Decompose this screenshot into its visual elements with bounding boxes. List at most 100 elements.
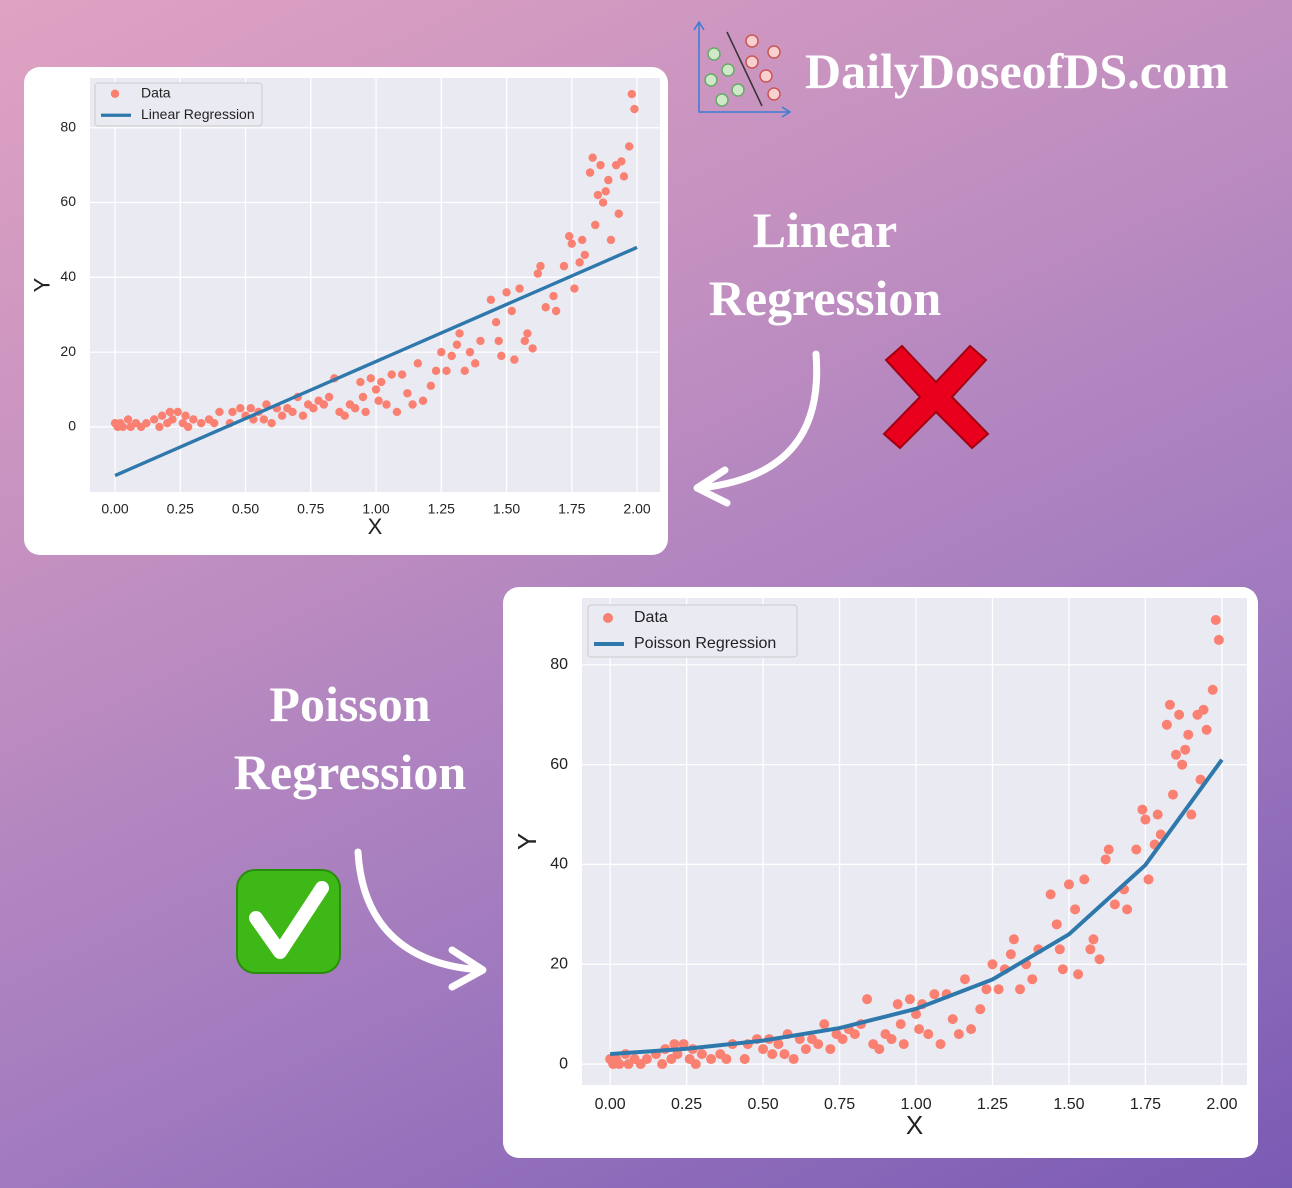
check-icon xyxy=(236,869,341,974)
data-point xyxy=(625,142,634,151)
data-point xyxy=(914,1024,925,1035)
data-point xyxy=(413,359,423,368)
data-point xyxy=(1057,964,1068,975)
x-tick-label: 2.00 xyxy=(623,501,650,517)
data-point xyxy=(1183,729,1194,740)
data-point xyxy=(476,336,485,346)
data-point xyxy=(898,1039,909,1050)
data-point xyxy=(706,1054,717,1065)
data-point xyxy=(1085,944,1096,955)
x-tick-label: 0.25 xyxy=(671,1096,702,1113)
data-point xyxy=(358,392,368,402)
data-point xyxy=(1045,889,1056,900)
y-tick-label: 80 xyxy=(550,656,568,673)
data-point xyxy=(627,89,637,99)
data-point xyxy=(641,1054,652,1065)
data-point xyxy=(1027,974,1038,985)
data-point xyxy=(1152,809,1163,820)
data-point xyxy=(1015,984,1026,995)
data-point xyxy=(935,1039,946,1050)
arrow xyxy=(354,848,487,991)
caption: Poisson Regression xyxy=(233,676,467,800)
data-point xyxy=(1137,804,1148,815)
data-point xyxy=(497,351,506,361)
data-point xyxy=(911,1009,922,1020)
data-point xyxy=(1155,829,1166,840)
data-point xyxy=(142,418,151,428)
data-point xyxy=(366,374,376,383)
data-point xyxy=(442,366,451,376)
data-point xyxy=(578,235,587,245)
data-point xyxy=(1088,934,1099,945)
x-tick-label: 0.00 xyxy=(101,501,128,517)
plot: 0.00 0.25 0.50 0.75 1.00 1.25 1.50 1.75 2.00 0 20 4… xyxy=(30,78,660,539)
data-point xyxy=(619,172,629,181)
data-point xyxy=(1186,809,1197,820)
data-point xyxy=(993,984,1004,995)
data-point xyxy=(277,411,287,420)
data-point xyxy=(502,288,511,297)
data-point xyxy=(377,377,386,387)
plot: 0.00 0.25 0.50 0.75 1.00 1.25 1.50 1.75 2.00 0 20 4… xyxy=(512,598,1247,1140)
data-point xyxy=(606,235,616,245)
data-point xyxy=(614,1059,625,1070)
data-point xyxy=(155,422,164,432)
data-point xyxy=(690,1059,701,1070)
data-point xyxy=(403,389,412,398)
data-point xyxy=(788,1054,799,1065)
plot-area xyxy=(582,598,1247,1085)
data-point xyxy=(471,359,480,368)
x-tick-label: 2.00 xyxy=(1206,1096,1237,1113)
data-point xyxy=(528,344,537,353)
data-point xyxy=(1177,759,1188,770)
data-point xyxy=(536,261,545,271)
data-point xyxy=(181,411,190,420)
data-point xyxy=(849,1029,860,1040)
x-tick-label: 1.25 xyxy=(977,1096,1008,1113)
data-point xyxy=(862,994,873,1005)
legend-label: Linear Regression xyxy=(141,106,255,122)
data-point xyxy=(1210,614,1221,625)
arrow xyxy=(693,350,821,507)
data-point xyxy=(657,1059,668,1070)
y-tick-label: 60 xyxy=(550,756,568,773)
brand: DailyDoseofDS.com xyxy=(805,43,1229,99)
data-point xyxy=(259,415,269,424)
regression-line xyxy=(610,758,1224,1057)
data-point xyxy=(246,404,255,413)
data-point xyxy=(1079,874,1090,885)
data-point xyxy=(374,396,383,405)
y-tick-label: 80 xyxy=(60,118,76,134)
data-point xyxy=(361,407,370,417)
data-point xyxy=(298,411,308,420)
data-point xyxy=(1201,724,1212,735)
data-point xyxy=(267,418,276,428)
x-tick-label: 1.75 xyxy=(558,501,585,517)
legend-label: Poisson Regression xyxy=(634,635,776,652)
legend xyxy=(587,604,798,658)
data-point xyxy=(1051,919,1062,930)
data-point xyxy=(494,336,503,346)
data-point xyxy=(408,400,417,409)
data-point xyxy=(758,1044,769,1055)
data-point xyxy=(319,400,329,409)
data-point xyxy=(617,157,626,166)
legend-label: Data xyxy=(141,84,171,100)
data-point xyxy=(1131,844,1142,855)
y-tick-label: 20 xyxy=(60,343,76,359)
data-point xyxy=(874,1044,885,1055)
data-point xyxy=(437,347,446,357)
data-point xyxy=(465,347,475,357)
data-point xyxy=(1122,904,1133,915)
data-point xyxy=(1174,709,1185,720)
data-point xyxy=(183,422,193,432)
data-point xyxy=(837,1034,848,1045)
y-axis-label: Y xyxy=(30,277,55,292)
data-point xyxy=(507,306,516,316)
data-point xyxy=(491,318,501,327)
data-point xyxy=(895,1019,906,1030)
data-point xyxy=(523,329,532,338)
data-point xyxy=(570,284,579,293)
data-point xyxy=(601,187,610,196)
